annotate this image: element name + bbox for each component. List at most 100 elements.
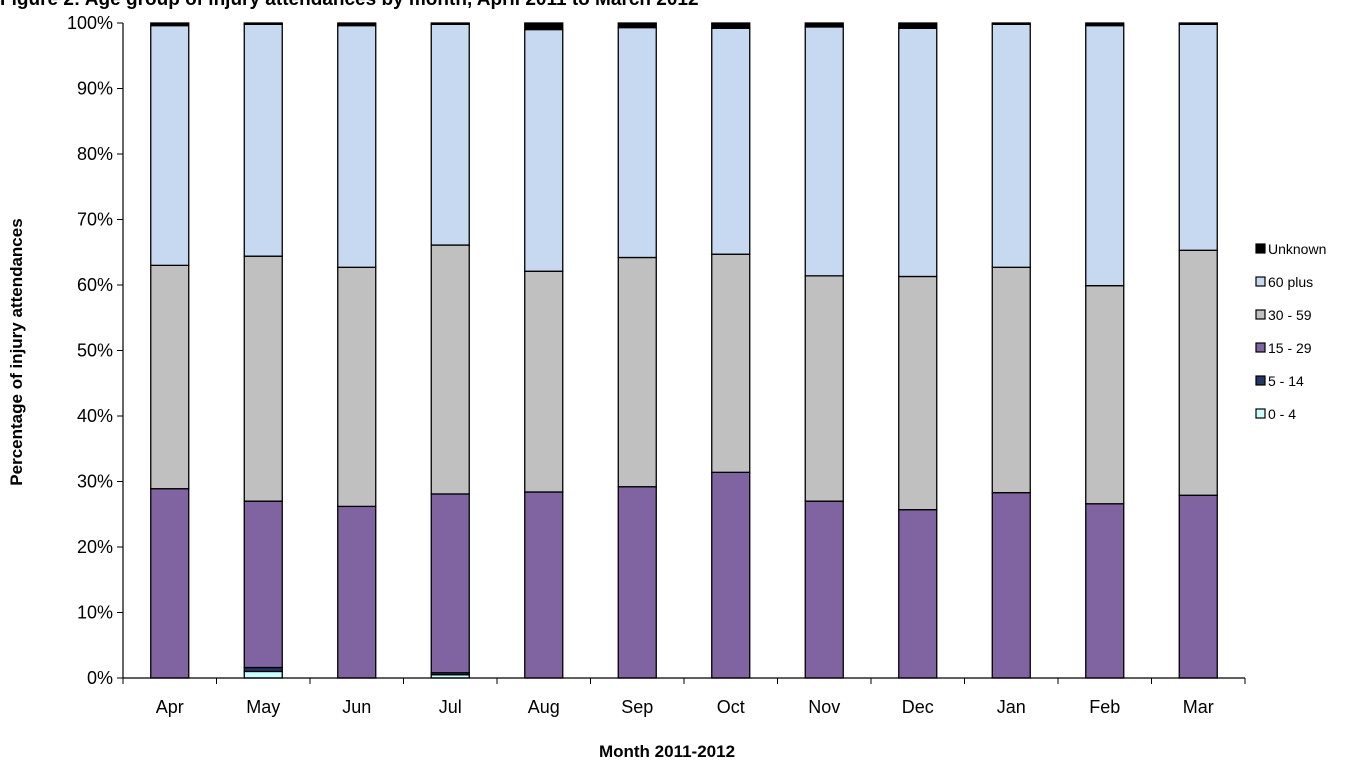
bar-stack-jun	[337, 22, 377, 679]
bar-segment-Unknown	[804, 22, 844, 28]
x-tick-label: Jul	[439, 697, 462, 717]
x-tick-label: Aug	[528, 697, 560, 717]
bar-segment-Unknown	[617, 22, 657, 29]
x-tick-label: May	[246, 697, 280, 717]
x-tick-label: Jan	[997, 697, 1026, 717]
x-tick-label: Apr	[156, 697, 184, 717]
y-tick-label: 80%	[77, 144, 113, 164]
bar-segment-30-59	[804, 275, 844, 502]
y-tick-label: 30%	[77, 472, 113, 492]
legend-label: 15 - 29	[1268, 340, 1312, 356]
bar-segment-15-29	[804, 500, 844, 679]
bar-segment-60plus	[524, 28, 564, 272]
bar-segment-60plus	[617, 26, 657, 259]
bar-segment-Unknown	[430, 22, 470, 25]
bar-segment-60plus	[430, 23, 470, 246]
bar-segment-30-59	[617, 256, 657, 488]
legend-label: Unknown	[1268, 241, 1326, 257]
bar-segment-Unknown	[524, 22, 564, 31]
y-tick-label: 0%	[87, 668, 113, 688]
bars-group	[150, 22, 1218, 679]
legend-label: 60 plus	[1268, 274, 1313, 290]
bar-segment-30-59	[430, 244, 470, 495]
bar-segment-Unknown	[1085, 22, 1125, 27]
bar-segment-Unknown	[337, 22, 377, 27]
bar-segment-60plus	[991, 23, 1031, 268]
bar-segment-30-59	[150, 264, 190, 490]
bar-segment-15-29	[243, 500, 283, 669]
bar-segment-30-59	[898, 275, 938, 511]
bar-stack-apr	[150, 22, 190, 679]
bar-segment-Unknown	[1178, 22, 1218, 25]
legend-swatch	[1255, 309, 1266, 320]
legend-swatch	[1255, 408, 1266, 419]
legend-swatch	[1255, 342, 1266, 353]
bar-stack-sep	[617, 22, 657, 679]
bar-segment-Unknown	[243, 22, 283, 25]
bar-segment-15-29	[150, 488, 190, 679]
bar-segment-15-29	[430, 493, 470, 674]
y-tick-label: 90%	[77, 79, 113, 99]
y-tick-label: 10%	[77, 603, 113, 623]
x-tick-label: Dec	[902, 697, 934, 717]
bar-stack-dec	[898, 22, 938, 679]
bar-segment-30-59	[991, 266, 1031, 494]
y-tick-label: 60%	[77, 275, 113, 295]
y-tick-label: 50%	[77, 341, 113, 361]
bar-segment-15-29	[1178, 494, 1218, 679]
bar-segment-15-29	[1085, 503, 1125, 679]
bar-stack-may	[243, 22, 283, 679]
legend-label: 30 - 59	[1268, 307, 1312, 323]
axes	[122, 23, 1245, 679]
bar-stack-oct	[711, 22, 751, 679]
legend-label: 5 - 14	[1268, 373, 1304, 389]
bar-segment-Unknown	[898, 22, 938, 29]
bar-segment-30-59	[243, 255, 283, 502]
chart-title: Figure 2: Age group of injury attendance…	[0, 0, 699, 10]
x-tick-label: Feb	[1089, 697, 1120, 717]
legend-swatch	[1255, 375, 1266, 386]
y-axis-ticks: 0% 10% 20% 30% 40% 50% 60% 70% 80% 90% 100%	[67, 13, 123, 688]
bar-segment-30-59	[337, 266, 377, 508]
y-tick-label: 70%	[77, 210, 113, 230]
x-axis-ticks: Apr May Jun Jul Aug Sep Oct Nov Dec Jan Feb Mar	[122, 678, 1246, 717]
y-tick-label: 100%	[67, 13, 113, 33]
bar-segment-30-59	[1085, 285, 1125, 505]
x-tick-label: Sep	[621, 697, 653, 717]
bar-segment-Unknown	[711, 22, 751, 29]
bar-segment-60plus	[243, 23, 283, 257]
y-axis-title: Percentage of injury attendances	[7, 218, 26, 485]
bar-stack-mar	[1178, 22, 1218, 679]
bar-segment-60plus	[1085, 24, 1125, 287]
legend-swatch	[1255, 276, 1266, 287]
bar-segment-15-29	[524, 491, 564, 679]
bar-segment-30-59	[711, 253, 751, 473]
legend: Unknown 60 plus 30 - 59 15 - 29 5 - 14 0 - 4	[1255, 241, 1326, 422]
bar-segment-60plus	[804, 26, 844, 277]
x-tick-label: Oct	[717, 697, 745, 717]
bar-segment-Unknown	[150, 22, 190, 27]
x-tick-label: Nov	[808, 697, 840, 717]
bar-segment-60plus	[337, 24, 377, 268]
bar-segment-60plus	[1178, 23, 1218, 251]
bar-segment-15-29	[337, 505, 377, 679]
bar-segment-15-29	[991, 491, 1031, 679]
bar-segment-15-29	[617, 486, 657, 679]
bar-stack-feb	[1085, 22, 1125, 679]
bar-segment-30-59	[1178, 249, 1218, 496]
bar-segment-15-29	[711, 471, 751, 679]
bar-segment-0-4	[243, 670, 283, 679]
y-tick-label: 20%	[77, 537, 113, 557]
legend-label: 0 - 4	[1268, 406, 1296, 422]
bar-stack-jan	[991, 22, 1031, 679]
bar-segment-15-29	[898, 509, 938, 679]
x-tick-label: Mar	[1183, 697, 1214, 717]
x-tick-label: Jun	[342, 697, 371, 717]
bar-stack-nov	[804, 22, 844, 679]
bar-segment-30-59	[524, 270, 564, 493]
y-tick-label: 40%	[77, 406, 113, 426]
bar-segment-60plus	[711, 27, 751, 255]
bar-stack-aug	[524, 22, 564, 679]
bar-segment-Unknown	[991, 22, 1031, 25]
